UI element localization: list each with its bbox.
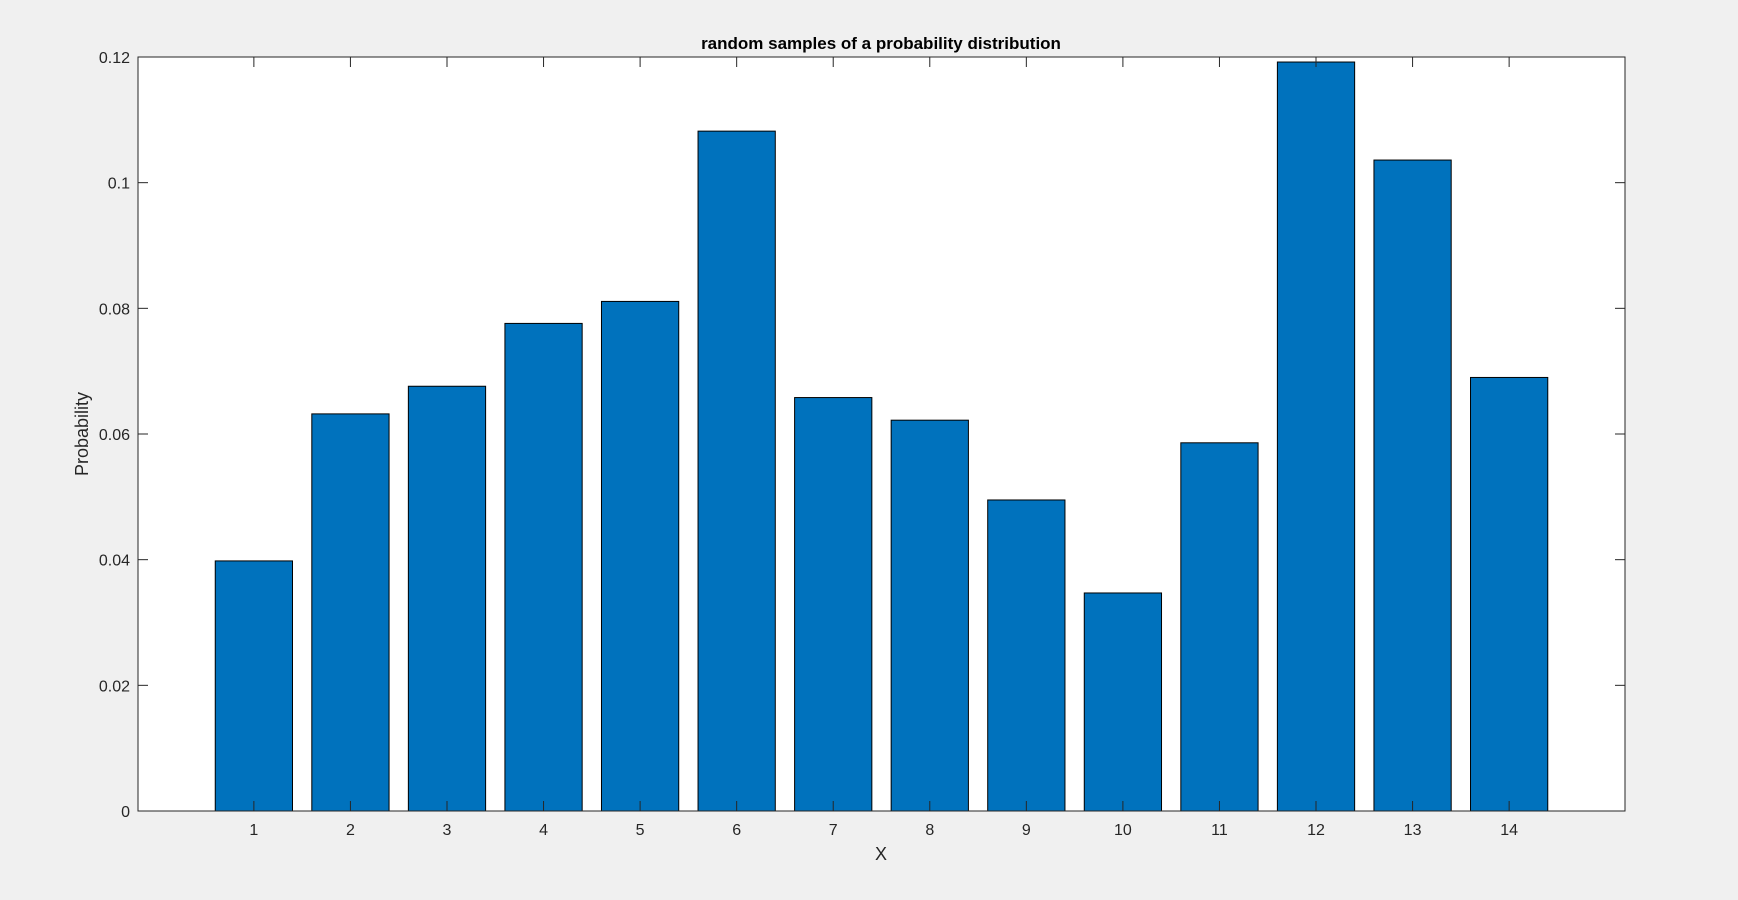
y-tick-label: 0.02 [99,678,130,695]
x-tick-label: 13 [1404,822,1422,839]
bar-1 [214,560,293,812]
x-tick-label: 10 [1114,822,1132,839]
x-tick-label: 7 [829,822,838,839]
x-tick-label: 12 [1307,822,1325,839]
bar-11 [1180,442,1259,812]
bar-13 [1373,159,1452,812]
x-tick-label: 3 [443,822,452,839]
bar-14 [1470,376,1549,812]
x-tick-label: 5 [636,822,645,839]
bar-10 [1083,592,1163,812]
chart-title: random samples of a probability distribu… [701,34,1061,53]
y-tick-label: 0.1 [108,176,130,193]
x-axis-label: X [875,844,887,864]
bar-6 [697,130,776,812]
bars-layer [214,61,1549,812]
x-tick-label: 9 [1022,822,1031,839]
bar-3 [407,385,487,812]
x-tick-label: 1 [249,822,258,839]
bar-7 [794,397,873,812]
y-tick-label: 0.08 [99,301,130,318]
y-axis-label: Probability [72,392,92,476]
bar-5 [600,300,680,812]
bar-4 [504,322,583,812]
y-tick-label: 0 [121,804,130,821]
x-tick-label: 8 [925,822,934,839]
y-tick-label: 0.06 [99,427,130,444]
x-tick-label: 11 [1211,822,1228,839]
x-tick-label: 6 [732,822,741,839]
x-tick-label: 14 [1500,822,1518,839]
axes-layer: 1 2 3 4 5 6 7 8 9 10 11 12 13 1400.020.040.060.080.10… [99,50,1626,839]
bar-9 [987,499,1066,812]
x-tick-label: 4 [539,822,548,839]
bar-8 [890,419,969,812]
y-tick-label: 0.12 [99,50,130,67]
x-tick-label: 2 [346,822,355,839]
y-tick-label: 0.04 [99,553,130,570]
bar-2 [311,413,390,812]
bar-12 [1276,61,1356,812]
